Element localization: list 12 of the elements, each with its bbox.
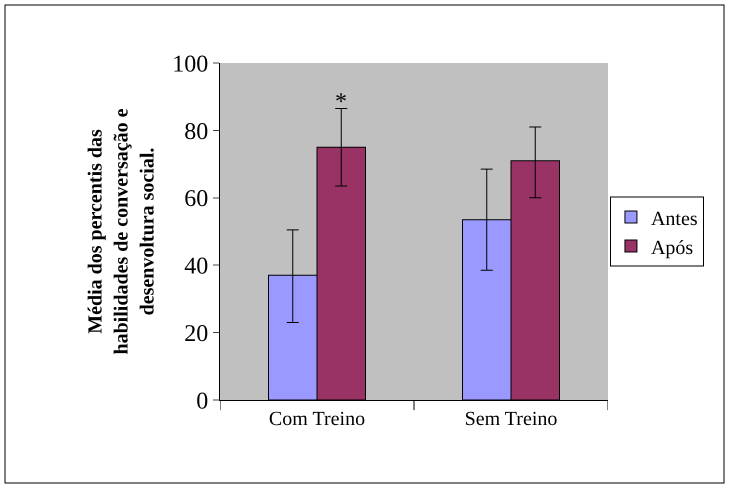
y-tick-label: 80 [184,118,208,145]
y-tick-label: 20 [184,321,208,347]
y-tick-label: 40 [184,254,208,280]
y-tick-label: 100 [172,51,208,78]
legend-label: Após [650,236,694,259]
y-tick-label: 60 [184,186,208,212]
x-tick-label: Sem Treino [464,408,558,430]
legend-label: Antes [650,208,698,230]
x-tick-label: Com Treino [268,408,366,430]
annotation: * [335,89,347,115]
y-axis-title: Média dos percentis das habilidades de conversação e desenvoltura social. [84,108,159,355]
y-tick-label: 0 [196,388,208,414]
